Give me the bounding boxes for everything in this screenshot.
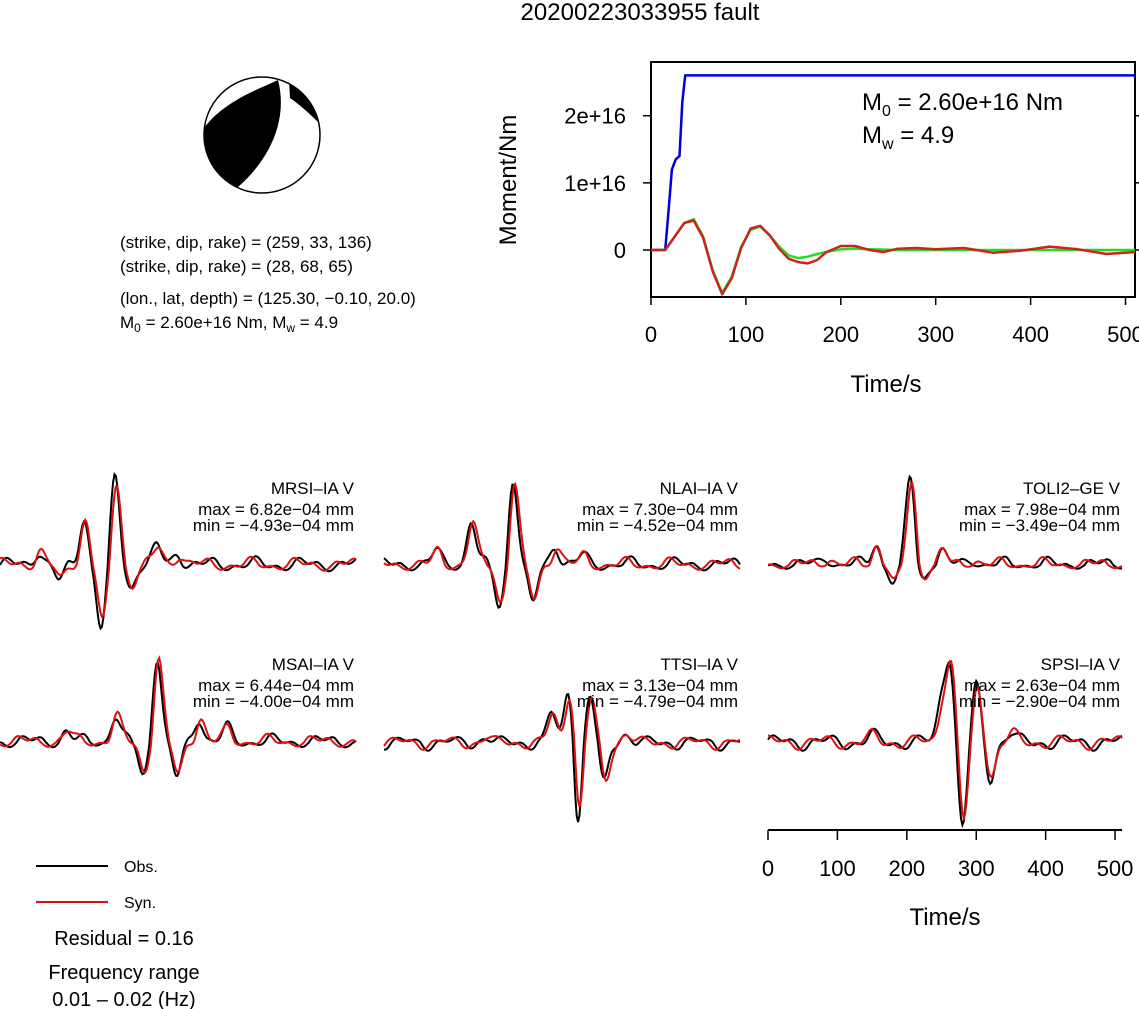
station-max: max = 6.44e−04 mm (198, 676, 354, 695)
moment-x-tick-label: 300 (917, 322, 954, 347)
moment-rate-green-line (651, 217, 1135, 295)
moment-x-tick-label: 0 (645, 322, 657, 347)
synthetic-trace (0, 655, 357, 774)
station-label: NLAI–IA V (660, 479, 739, 498)
station-min: min = −4.00e−04 mm (193, 692, 354, 711)
synthetic-trace (383, 481, 741, 604)
beachball-compression-large (204, 80, 281, 192)
beachball-compression-small (289, 80, 318, 122)
moment-y-label: Moment/Nm (495, 115, 522, 246)
waveform-x-tick-label: 400 (1027, 856, 1064, 881)
frequency-value: 0.01 – 0.02 (Hz) (52, 989, 195, 1009)
legend: Obs. Syn. Residual = 0.16 Frequency rang… (36, 859, 200, 1009)
moment-y-tick-label: 0 (614, 238, 626, 263)
moment-y-axis: 0 1e+16 2e+16 (564, 104, 1139, 263)
station-max: max = 7.98e−04 mm (964, 500, 1120, 519)
waveform-x-tick-label: 0 (762, 856, 774, 881)
moment-chart: 0 100 200 300 400 500 0 1e+16 2e+16 Time/s Mome… (495, 61, 1139, 398)
station-label: TTSI–IA V (661, 655, 739, 674)
waveform-x-tick-label: 200 (888, 856, 925, 881)
moment-x-tick-label: 100 (728, 322, 765, 347)
mechanism-line-2: (strike, dip, rake) = (28, 68, 65) (120, 257, 353, 276)
synthetic-trace (0, 485, 357, 619)
waveform-x-tick-label: 100 (819, 856, 856, 881)
station-max: max = 3.13e−04 mm (582, 676, 738, 695)
waveform-x-label: Time/s (909, 904, 980, 931)
moment-series-group (651, 74, 1136, 296)
waveform-x-tick-label: 300 (958, 856, 995, 881)
station-max: max = 7.30e−04 mm (582, 500, 738, 519)
station-label: MRSI–IA V (271, 479, 355, 498)
station-min: min = −4.52e−04 mm (577, 516, 738, 535)
synthetic-trace (383, 696, 741, 808)
moment-annot-m0: M0 = 2.60e+16 Nm (862, 89, 1063, 120)
moment-x-tick-label: 400 (1012, 322, 1049, 347)
moment-x-tick-label: 500 (1107, 322, 1139, 347)
moment-chart-frame (650, 61, 1136, 298)
figure-title: 20200223033955 fault (521, 0, 760, 26)
moment-rate-red-line (651, 219, 1136, 296)
station-min: min = −4.79e−04 mm (577, 692, 738, 711)
station-label: SPSI–IA V (1041, 655, 1121, 674)
station-max: max = 2.63e−04 mm (964, 676, 1120, 695)
observed-trace (384, 693, 740, 823)
observed-trace (0, 661, 357, 778)
moment-x-axis: 0 100 200 300 400 500 (645, 297, 1139, 347)
frequency-label: Frequency range (48, 962, 199, 984)
observed-trace (383, 483, 741, 609)
moment-annot-mw: Mw = 4.9 (862, 122, 954, 153)
moment-y-tick-label: 1e+16 (564, 171, 626, 196)
moment-y-tick-label: 2e+16 (564, 104, 626, 129)
station-max: max = 6.82e−04 mm (198, 500, 354, 519)
observed-trace (767, 661, 1123, 829)
residual-text: Residual = 0.16 (54, 928, 194, 950)
synthetic-trace (767, 482, 1123, 581)
legend-syn-label: Syn. (124, 895, 156, 912)
mechanism-line-4: M0 = 2.60e+16 Nm, Mw = 4.9 (120, 313, 338, 335)
synthetic-trace (767, 660, 1123, 822)
legend-obs-label: Obs. (124, 859, 158, 876)
mechanism-line-3: (lon., lat, depth) = (125.30, −0.10, 20.… (120, 289, 416, 308)
beachball (203, 76, 321, 194)
station-label: TOLI2–GE V (1023, 479, 1121, 498)
station-min: min = −2.90e−04 mm (959, 692, 1120, 711)
waveform-time-axis: 0 100 200 300 400 500 Time/s (762, 829, 1134, 931)
station-min: min = −4.93e−04 mm (193, 516, 354, 535)
moment-x-label: Time/s (850, 371, 921, 398)
station-label: MSAI–IA V (272, 655, 355, 674)
moment-x-tick-label: 200 (822, 322, 859, 347)
cumulative-moment-line (651, 74, 1135, 252)
mechanism-line-1: (strike, dip, rake) = (259, 33, 136) (120, 233, 372, 252)
waveform-x-tick-label: 500 (1097, 856, 1134, 881)
station-min: min = −3.49e−04 mm (959, 516, 1120, 535)
